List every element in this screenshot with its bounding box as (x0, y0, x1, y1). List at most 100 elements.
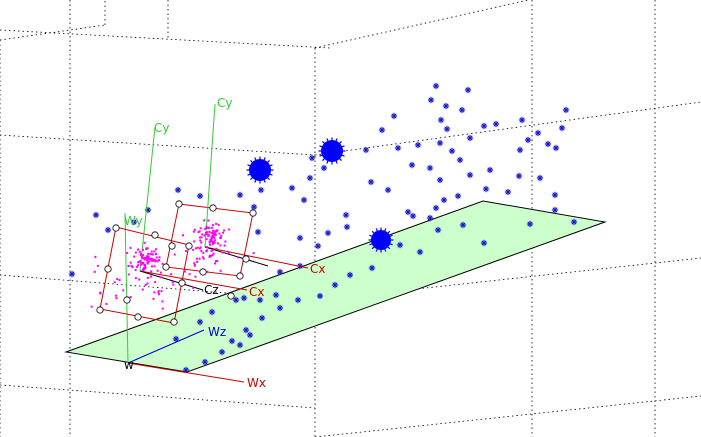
feature-point (214, 232, 217, 235)
feature-point (211, 249, 214, 252)
feature-point (214, 262, 217, 265)
camera-marker (96, 306, 104, 314)
feature-point (134, 269, 137, 272)
camera-marker (209, 204, 217, 212)
feature-point (212, 224, 215, 227)
feature-point (203, 234, 206, 237)
scatter-point (390, 112, 398, 120)
world-x-label: Wx (247, 376, 266, 390)
feature-point (184, 270, 187, 273)
grid-line (0, 134, 316, 156)
camera-1-y-label: Cy (154, 121, 169, 135)
feature-point (150, 259, 153, 262)
feature-point (126, 251, 129, 254)
feature-point (200, 236, 203, 239)
feature-point (152, 297, 155, 300)
scatter-point (562, 106, 570, 114)
scatter-point (534, 129, 542, 137)
feature-point (204, 227, 207, 230)
feature-point (205, 238, 208, 241)
scatter-point (306, 174, 314, 182)
feature-point (129, 246, 132, 249)
camera-marker (185, 242, 193, 250)
feature-point (224, 240, 227, 243)
grid-line (0, 274, 316, 301)
camera-2-x-axis (204, 246, 309, 269)
feature-point (161, 300, 164, 303)
feature-point (215, 229, 218, 232)
feature-point (197, 231, 200, 234)
feature-point (223, 229, 226, 232)
feature-point (140, 263, 143, 266)
feature-point (208, 240, 211, 243)
scatter-point (416, 248, 424, 256)
feature-point (205, 232, 208, 235)
feature-point (216, 260, 219, 263)
camera-marker (249, 209, 257, 217)
camera-marker (151, 231, 159, 239)
feature-point (131, 266, 134, 269)
feature-point (211, 234, 214, 237)
feature-point (160, 290, 163, 293)
feature-point (147, 257, 150, 260)
feature-point (157, 290, 160, 293)
feature-point (154, 248, 157, 251)
camera-marker (242, 255, 250, 263)
feature-point (215, 247, 218, 250)
feature-point (193, 228, 196, 231)
feature-point (146, 282, 149, 285)
feature-point (159, 271, 162, 274)
scatter-point (544, 140, 552, 148)
feature-point (210, 254, 213, 257)
feature-point (171, 281, 174, 284)
feature-point (202, 251, 205, 254)
scatter-point (486, 166, 494, 174)
scatter-point (464, 86, 472, 94)
grid-line (0, 384, 316, 409)
grid-line (314, 101, 701, 156)
feature-point (223, 244, 226, 247)
camera-marker (104, 265, 112, 273)
scatter-point (236, 341, 244, 349)
camera-marker (175, 200, 183, 208)
feature-point (139, 260, 142, 263)
feature-point (137, 261, 140, 264)
scatter-point (454, 192, 462, 200)
feature-point (192, 248, 195, 251)
camera-marker (236, 272, 244, 280)
scatter-point (240, 294, 248, 302)
grid-line (0, 24, 106, 41)
feature-point (151, 257, 154, 260)
camera-2-x-label: Cx (310, 262, 325, 276)
scatter-point (492, 120, 500, 128)
scatter-point (343, 223, 351, 231)
feature-point (161, 262, 164, 265)
camera-marker (168, 242, 176, 250)
feature-point (149, 252, 152, 255)
feature-point (144, 284, 147, 287)
scatter-point (432, 204, 440, 212)
point-cluster (246, 156, 274, 184)
feature-point (114, 294, 117, 297)
feature-point (252, 252, 255, 255)
feature-point (143, 241, 146, 244)
feature-point (157, 259, 160, 262)
feature-point (213, 237, 216, 240)
scatter-point (526, 220, 534, 228)
feature-point (211, 229, 214, 232)
camera-marker (199, 268, 207, 276)
feature-point (147, 260, 150, 263)
feature-point (196, 246, 199, 249)
scatter-point (174, 186, 182, 194)
feature-point (208, 230, 211, 233)
feature-point (127, 273, 130, 276)
feature-point (210, 226, 213, 229)
world-z-axis (127, 329, 205, 364)
feature-point (118, 279, 121, 282)
feature-point (192, 286, 195, 289)
camera-marker (227, 292, 235, 300)
feature-point (141, 269, 144, 272)
scatter-point (68, 270, 76, 278)
feature-point (201, 256, 204, 259)
